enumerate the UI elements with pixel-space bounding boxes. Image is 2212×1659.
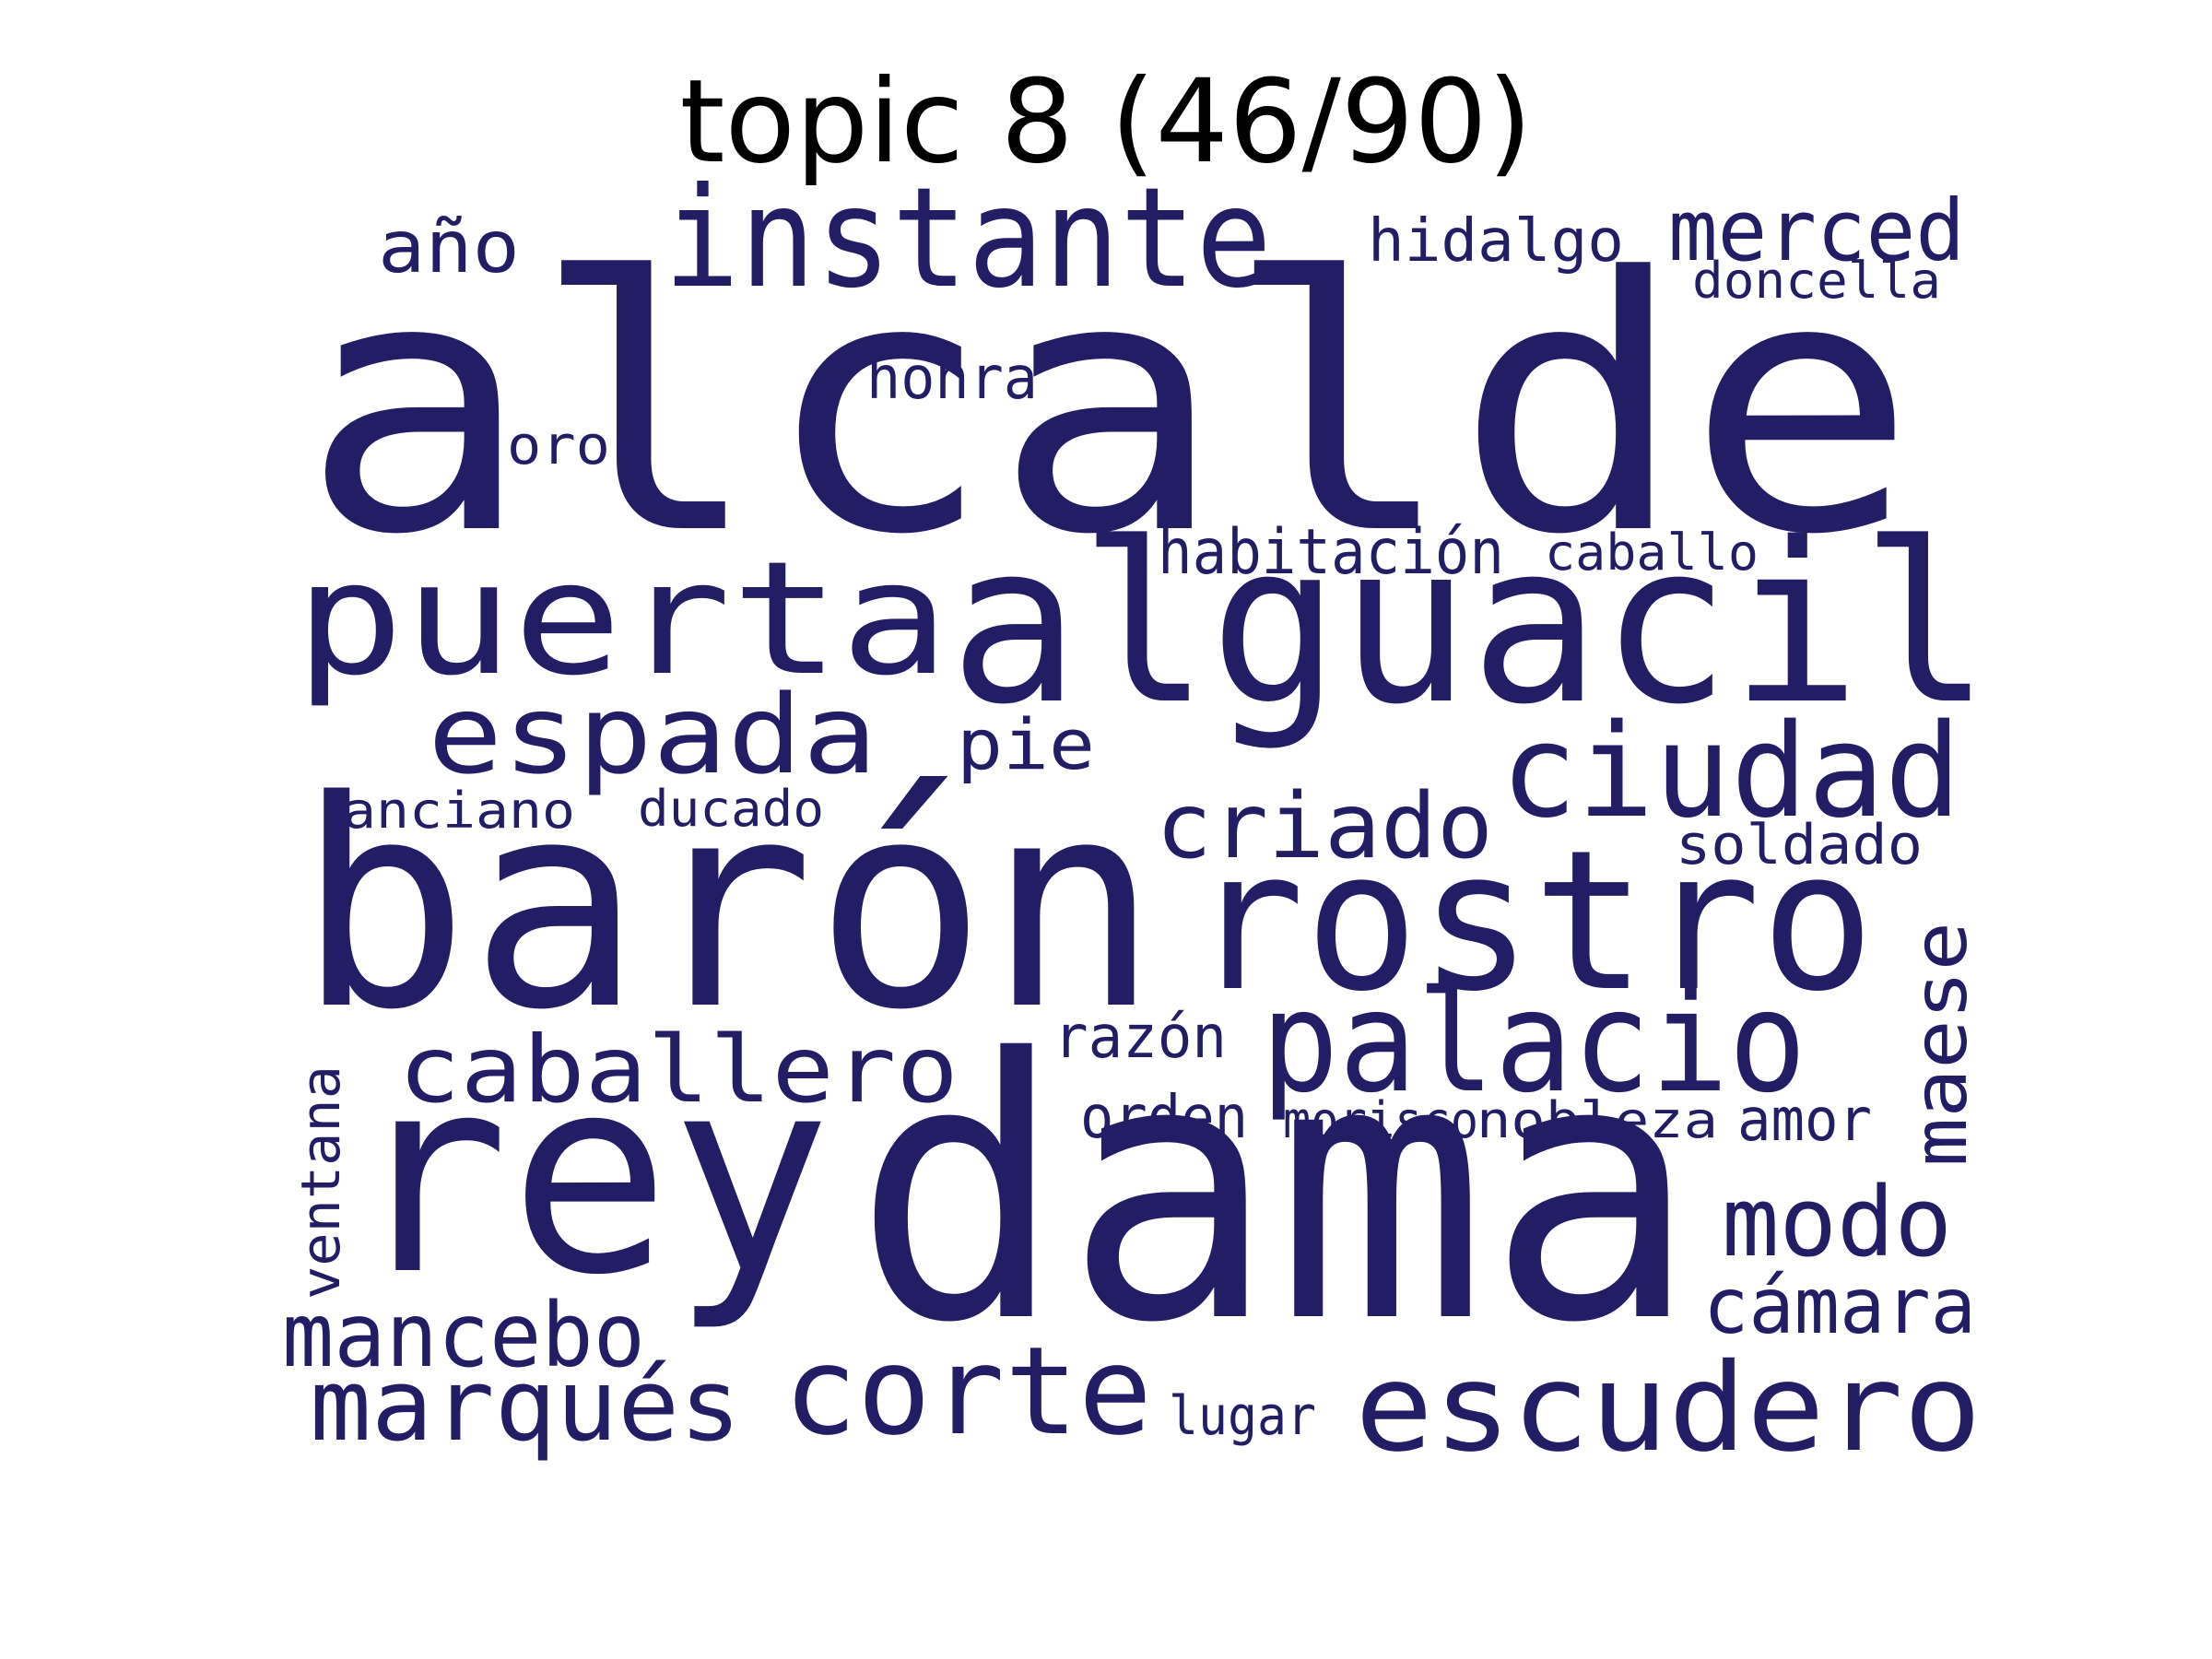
- word-puerta: puerta: [295, 528, 949, 711]
- word-escudero: escudero: [1355, 1337, 1982, 1479]
- word-hidalgo: hidalgo: [1368, 207, 1624, 276]
- word-criado: criado: [1156, 774, 1493, 879]
- word-honra: honra: [866, 345, 1038, 413]
- word-lugar: lugar: [1169, 1384, 1316, 1447]
- word-morisco: morisco: [1283, 1091, 1478, 1149]
- word-mancebo: mancebo: [282, 1284, 645, 1387]
- word-soldado: soldado: [1676, 813, 1923, 877]
- word-modo: modo: [1722, 1166, 1952, 1278]
- word-rey: rey: [348, 1018, 831, 1335]
- word-amor: amor: [1737, 1087, 1872, 1155]
- word-alguacil: alguacil: [949, 495, 1991, 753]
- word-pie: pie: [957, 703, 1095, 785]
- word-caballo: caballo: [1545, 524, 1759, 582]
- word-palacio: palacio: [1261, 960, 1806, 1124]
- word-merced: merced: [1668, 182, 1965, 280]
- word-ano: año: [378, 206, 520, 289]
- word-ducado: ducado: [638, 780, 824, 838]
- word-marques: marqués: [310, 1348, 741, 1464]
- word-doncella: doncella: [1692, 252, 1941, 310]
- word-alcalde: alcalde: [300, 203, 1917, 611]
- word-razon: razón: [1053, 1004, 1227, 1072]
- word-dama: dama: [853, 982, 1698, 1401]
- word-anciano: anciano: [343, 782, 575, 840]
- word-instante: instante: [664, 159, 1272, 319]
- word-nobleza: nobleza: [1477, 1091, 1718, 1149]
- word-ciudad: ciudad: [1500, 697, 1961, 847]
- word-orden: orden: [1080, 1084, 1248, 1152]
- word-caballero: caballero: [398, 1016, 959, 1124]
- figure-title: topic 8 (46/90): [679, 55, 1533, 189]
- word-habitacion: habitación: [1158, 516, 1504, 589]
- word-maese: maese: [1898, 922, 1983, 1167]
- word-rostro: rostro: [1191, 808, 1875, 1034]
- word-oro: oro: [507, 414, 610, 477]
- word-corte: corte: [783, 1321, 1152, 1463]
- word-baron: barón: [297, 740, 1159, 1073]
- word-espada: espada: [428, 671, 877, 798]
- word-ventana: ventana: [289, 1065, 352, 1300]
- word-camara: cámara: [1703, 1261, 1976, 1351]
